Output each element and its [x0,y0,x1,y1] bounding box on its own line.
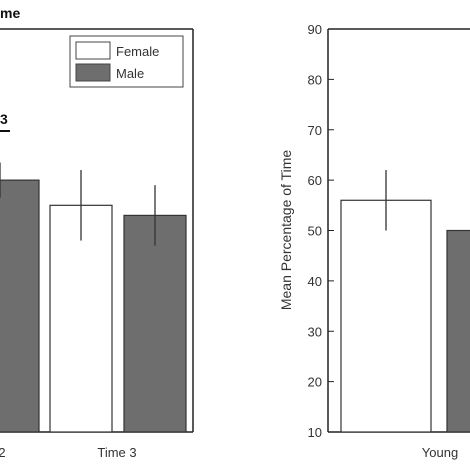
y-tick-label: 40 [308,274,322,289]
y-tick-label: 80 [308,72,322,87]
bar-female-time-3 [49,204,113,433]
y-tick-label: 50 [308,224,322,239]
legend-swatch-female [75,41,111,60]
bar-young-2 [446,229,470,433]
y-tick-label: 30 [308,324,322,339]
y-tick-label: 20 [308,375,322,390]
y-tick-label: 10 [308,425,322,440]
x-tick-time-3: Time 3 [97,445,136,460]
legend-swatch-male [75,63,111,82]
legend-label-female: Female [116,44,159,59]
right-y-ticks: 10 20 30 40 50 60 70 80 90 [308,22,334,440]
significance-label: 3 [0,111,8,127]
y-tick-label: 60 [308,173,322,188]
bar-male-time-3 [123,214,187,433]
left-chart-title: me [0,5,20,21]
y-tick-label: 90 [308,22,322,37]
left-legend: Female Male [69,35,184,88]
legend-label-male: Male [116,66,144,81]
x-tick-young: Young [422,445,458,460]
bar-young-1 [340,199,432,433]
y-tick-label: 70 [308,123,322,138]
y-axis-title: Mean Percentage of Time [278,150,294,311]
bars-layer [0,162,470,433]
bar-male-time-2 [0,179,40,433]
x-tick-2: 2 [0,445,6,460]
